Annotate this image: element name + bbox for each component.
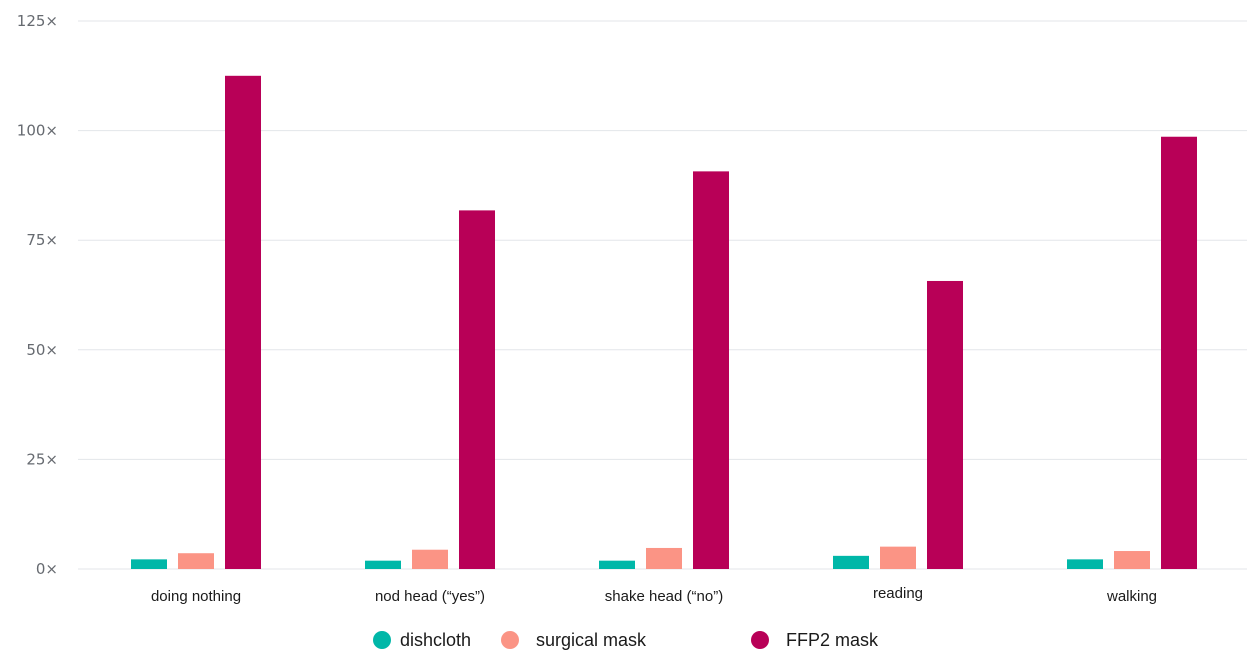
bar-ffp2-mask-3 [927,280,963,569]
bar-dishcloth-0 [131,559,167,569]
bar-dishcloth-1 [365,560,401,569]
x-category-label-0: doing nothing [151,588,241,605]
bar-surgical-mask-4 [1114,551,1150,569]
x-category-label-2: shake head (“no”) [605,588,723,605]
legend-label-surgical-mask: surgical mask [536,630,647,650]
bar-dishcloth-2 [599,560,635,569]
y-axis-tick-labels: 0× 25× 50× 75× 100× 125× [17,12,58,578]
y-tick-label-75: 75× [26,231,58,249]
grid-lines [78,20,1247,570]
x-category-label-1: nod head (“yes”) [375,588,485,605]
x-axis-category-labels: doing nothing nod head (“yes”) shake head … [151,585,1157,605]
legend-label-dishcloth: dishcloth [400,630,471,650]
y-tick-label-50: 50× [26,341,58,359]
bar-ffp2-mask-2 [693,171,729,569]
bar-dishcloth-4 [1067,559,1103,569]
y-tick-label-0: 0× [36,560,58,578]
legend-marker-surgical-mask [501,631,519,649]
bar-surgical-mask-0 [178,553,214,569]
x-category-label-4: walking [1106,588,1157,605]
y-tick-label-100: 100× [17,122,58,140]
bar-surgical-mask-3 [880,546,916,569]
x-category-label-3: reading [873,585,923,602]
bar-dishcloth-3 [833,555,869,569]
bar-ffp2-mask-1 [459,210,495,569]
y-tick-label-25: 25× [26,450,58,468]
bar-surgical-mask-1 [412,549,448,569]
y-tick-label-125: 125× [17,12,58,30]
bars [131,75,1197,570]
legend-marker-dishcloth [373,631,391,649]
bar-ffp2-mask-0 [225,75,261,570]
bar-ffp2-mask-4 [1161,136,1197,569]
bar-surgical-mask-2 [646,547,682,569]
legend: dishcloth surgical mask FFP2 mask [373,630,879,650]
legend-marker-ffp2-mask [751,631,769,649]
legend-label-ffp2-mask: FFP2 mask [786,630,879,650]
